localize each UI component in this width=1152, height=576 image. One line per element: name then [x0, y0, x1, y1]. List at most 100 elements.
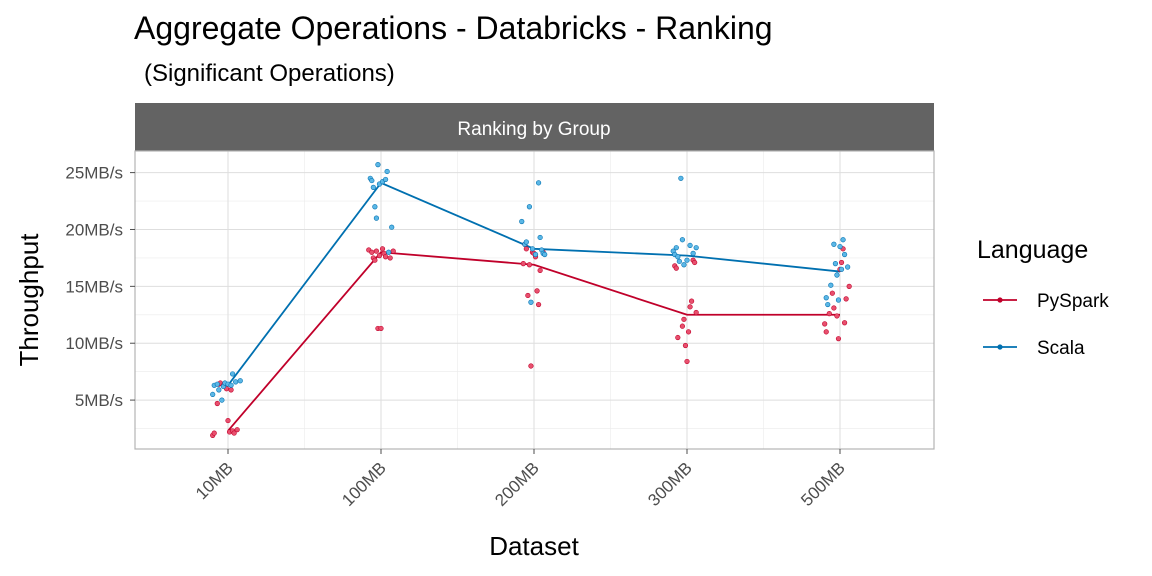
data-point-scala	[210, 391, 216, 398]
data-point-pyspark	[685, 329, 692, 335]
data-point-scala	[214, 381, 220, 387]
data-point-scala	[229, 371, 236, 377]
legend: PySpark Scala	[983, 291, 1109, 359]
data-point-scala	[535, 180, 542, 186]
y-tick-label: 25MB/s	[65, 164, 123, 183]
data-point-scala	[845, 264, 851, 270]
x-tick-label: 300MB	[644, 458, 696, 510]
data-point-scala	[828, 282, 834, 288]
y-tick-label: 10MB/s	[65, 334, 123, 353]
x-tick-label: 200MB	[491, 458, 543, 510]
data-point-pyspark	[369, 249, 375, 255]
data-point-pyspark	[843, 296, 849, 302]
legend-label: Scala	[1037, 338, 1085, 359]
legend-label: PySpark	[1037, 291, 1109, 312]
data-point-scala	[838, 266, 845, 272]
data-point-pyspark	[826, 311, 832, 317]
data-point-scala	[228, 382, 234, 388]
data-point-scala	[834, 272, 840, 278]
data-point-pyspark	[379, 246, 386, 252]
data-point-scala	[675, 254, 681, 260]
data-point-scala	[389, 224, 395, 230]
legend-title: Language	[977, 236, 1088, 264]
data-point-scala	[369, 177, 375, 184]
x-tick-label: 100MB	[338, 458, 390, 510]
y-tick-label: 5MB/s	[75, 391, 123, 410]
data-point-scala	[832, 261, 839, 267]
data-point-pyspark	[835, 336, 842, 342]
data-point-pyspark	[390, 248, 396, 254]
data-point-pyspark	[526, 262, 533, 268]
data-point-pyspark	[528, 363, 534, 369]
data-point-pyspark	[687, 304, 693, 310]
data-point-scala	[831, 241, 837, 247]
data-point-scala	[840, 237, 846, 243]
data-point-scala	[523, 239, 529, 245]
data-point-pyspark	[376, 253, 383, 259]
data-point-pyspark	[234, 427, 240, 433]
data-point-scala	[679, 237, 686, 243]
data-point-scala	[841, 251, 848, 258]
chart-subtitle: (Significant Operations)	[144, 60, 395, 87]
data-point-scala	[825, 301, 831, 308]
data-point-pyspark	[228, 387, 234, 393]
data-point-pyspark	[231, 430, 237, 436]
data-point-scala	[216, 387, 222, 393]
data-point-scala	[837, 243, 843, 250]
data-point-pyspark	[523, 246, 529, 252]
data-point-scala	[375, 162, 381, 168]
data-point-scala	[693, 245, 699, 251]
data-point-pyspark	[387, 255, 393, 261]
data-point-scala	[537, 234, 543, 241]
data-point-pyspark	[693, 309, 699, 316]
data-point-scala	[372, 204, 378, 210]
data-point-pyspark	[382, 254, 389, 260]
data-point-scala	[835, 297, 842, 303]
data-point-pyspark	[823, 329, 829, 335]
data-point-scala	[676, 258, 682, 264]
data-point-scala	[673, 245, 679, 251]
data-point-pyspark	[211, 430, 217, 436]
data-point-scala	[526, 204, 533, 210]
data-point-pyspark	[822, 321, 828, 327]
data-point-scala	[684, 257, 690, 263]
y-axis-title: Throughput	[14, 233, 44, 367]
data-point-pyspark	[372, 257, 378, 263]
data-point-pyspark	[834, 313, 840, 319]
data-point-scala	[373, 215, 380, 221]
legend-key-point	[997, 297, 1003, 303]
series-line-pyspark	[227, 251, 840, 432]
x-axis-ticks: 10MB 100MB 200MB 300MB 500MB	[192, 449, 849, 510]
data-point-scala	[386, 249, 392, 255]
data-point-pyspark	[537, 267, 543, 274]
x-tick-label: 10MB	[192, 458, 237, 503]
data-point-pyspark	[673, 265, 679, 271]
data-point-scala	[528, 299, 534, 305]
data-point-pyspark	[684, 358, 690, 365]
data-point-pyspark	[682, 342, 689, 349]
data-point-pyspark	[692, 259, 698, 266]
data-point-pyspark	[688, 298, 695, 304]
data-point-scala	[370, 184, 376, 190]
data-point-pyspark	[681, 316, 687, 322]
y-tick-label: 20MB/s	[65, 220, 123, 239]
data-point-scala	[542, 251, 548, 258]
data-point-scala	[519, 218, 525, 225]
data-point-scala	[690, 250, 696, 256]
data-point-pyspark	[535, 301, 542, 308]
data-point-scala	[233, 379, 239, 385]
chart-title: Aggregate Operations - Databricks - Rank…	[134, 10, 773, 46]
data-point-pyspark	[838, 259, 845, 266]
data-point-pyspark	[829, 290, 835, 296]
x-axis-title: Dataset	[489, 531, 579, 561]
data-point-scala	[237, 378, 243, 384]
data-point-pyspark	[520, 261, 526, 267]
facet-strip	[135, 103, 934, 151]
data-point-pyspark	[841, 320, 848, 326]
data-point-scala	[219, 397, 225, 403]
data-point-scala	[382, 176, 389, 183]
data-point-pyspark	[225, 417, 231, 424]
data-point-pyspark	[679, 323, 686, 329]
data-point-pyspark	[675, 334, 681, 341]
data-point-pyspark	[846, 283, 852, 289]
